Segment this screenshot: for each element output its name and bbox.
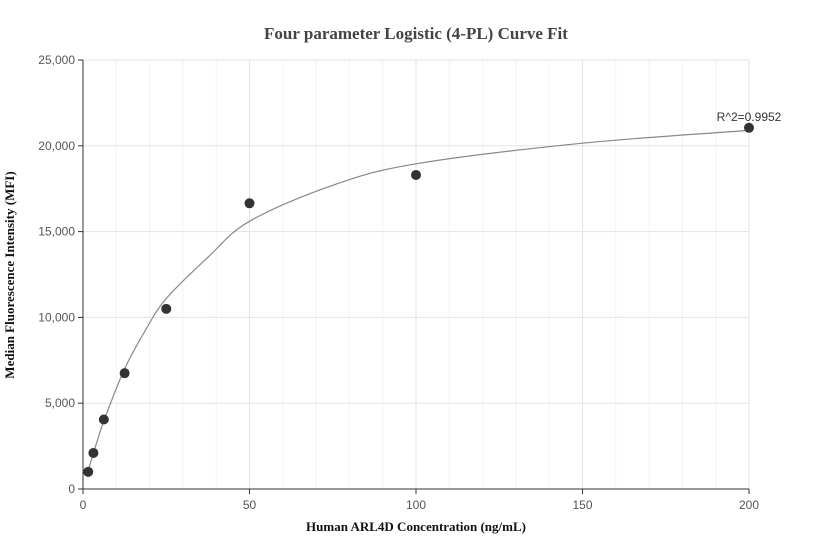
x-tick-label: 100 (406, 498, 426, 512)
data-point (161, 303, 172, 314)
fit-curve (87, 129, 750, 471)
y-tick-label: 15,000 (38, 225, 75, 239)
chart-title: Four parameter Logistic (4-PL) Curve Fit (264, 24, 568, 43)
x-tick-label: 0 (80, 498, 87, 512)
y-tick-label: 25,000 (38, 53, 75, 67)
grid (83, 59, 750, 489)
y-axis-label: Median Fluorescence Intensity (MFI) (2, 171, 17, 378)
y-tick-label: 10,000 (38, 310, 75, 324)
data-point (411, 169, 421, 180)
data-point (119, 368, 130, 379)
axes (78, 59, 750, 494)
y-tick-label: 20,000 (38, 139, 75, 153)
data-point (744, 122, 754, 133)
x-tick-label: 50 (243, 498, 257, 512)
plot-area (83, 122, 754, 477)
r-squared-annotation: R^2=0.9952 (717, 110, 782, 124)
x-tick-label: 200 (739, 498, 759, 512)
data-point (98, 414, 109, 425)
x-axis-label: Human ARL4D Concentration (ng/mL) (306, 519, 526, 534)
x-tick-label: 150 (572, 498, 592, 512)
tick-labels: 0 5,000 10,000 15,000 20,000 25,000 0 50 100 150 2… (38, 53, 759, 512)
y-tick-label: 5,000 (45, 396, 75, 410)
data-point (88, 447, 99, 458)
y-tick-label: 0 (68, 482, 75, 496)
data-point (83, 466, 94, 477)
data-point (244, 198, 255, 209)
